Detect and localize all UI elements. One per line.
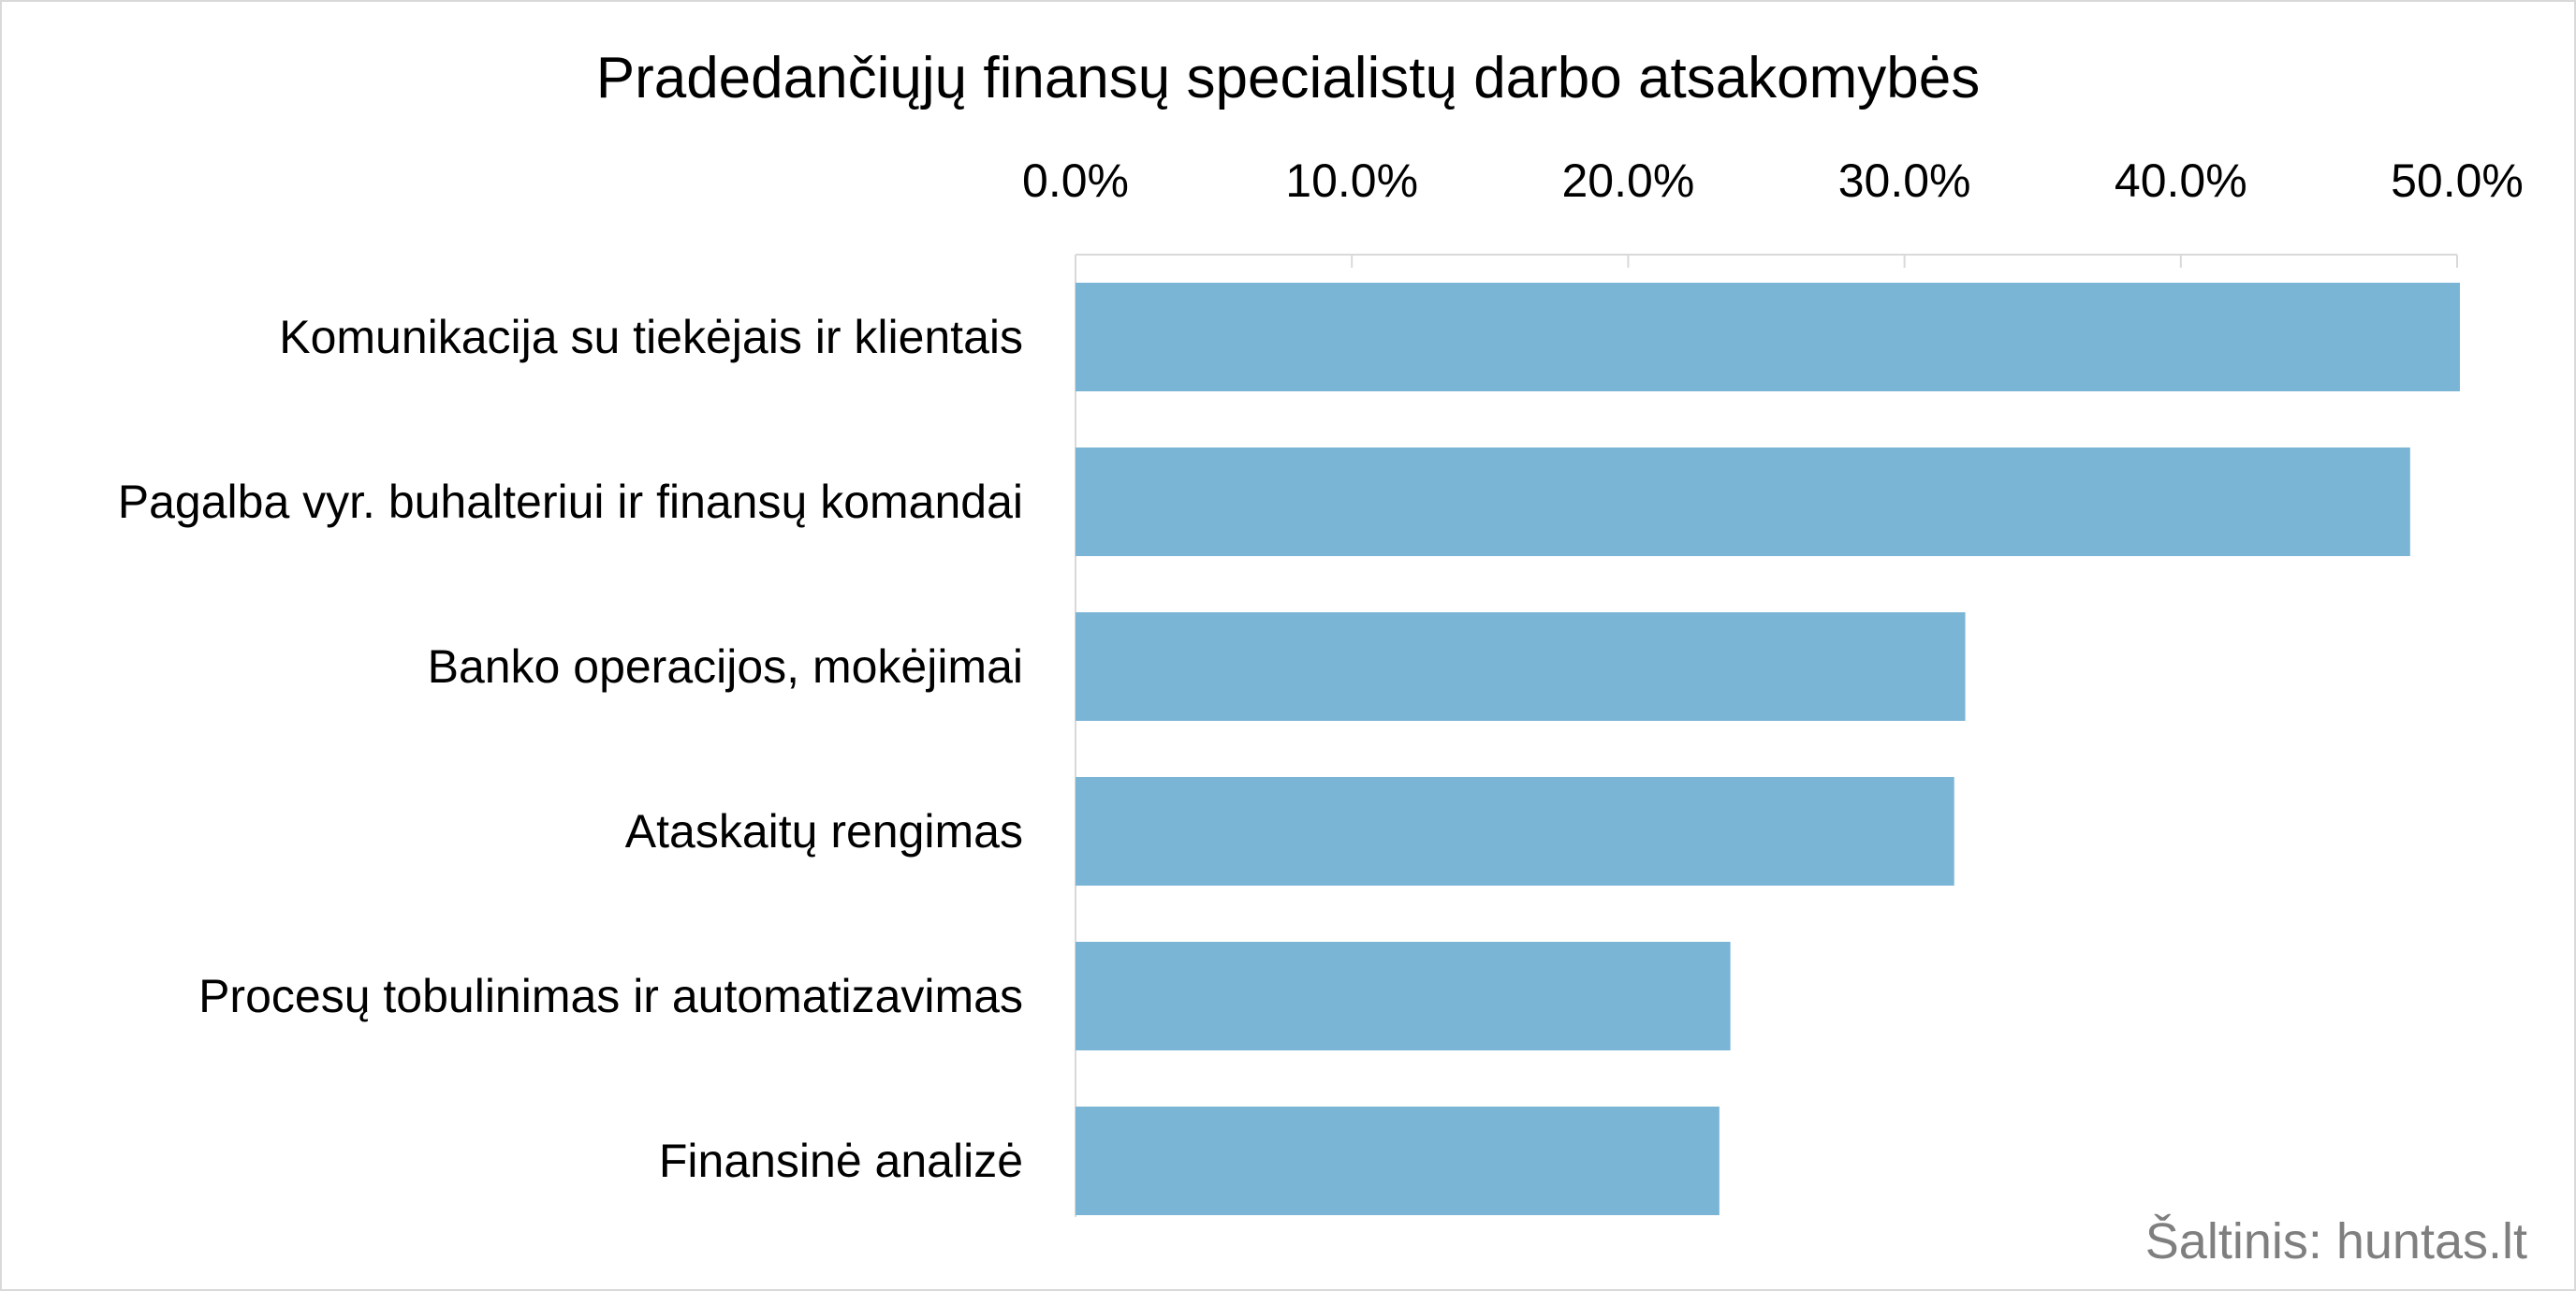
chart-title: Pradedančiųjų finansų specialistų darbo … <box>596 46 1981 110</box>
category-label: Banko operacijos, mokėjimai <box>428 640 1023 693</box>
bar <box>1076 612 1966 721</box>
x-tick-label: 30.0% <box>1838 154 1971 207</box>
category-label: Finansinė analizė <box>659 1135 1023 1187</box>
bar <box>1076 447 2410 556</box>
bar <box>1076 777 1954 886</box>
category-label: Pagalba vyr. buhalteriui ir finansų koma… <box>118 476 1023 528</box>
bar <box>1076 283 2460 391</box>
x-tick-label: 50.0% <box>2391 154 2524 207</box>
bar-series <box>1076 283 2460 1215</box>
x-tick-label: 0.0% <box>1022 154 1129 207</box>
category-label: Ataskaitų rengimas <box>625 805 1023 858</box>
x-tick-label: 20.0% <box>1562 154 1695 207</box>
bar <box>1076 1107 1720 1215</box>
bar <box>1076 942 1731 1050</box>
x-axis: 0.0% 10.0% 20.0% 30.0% 40.0% 50.0% <box>1022 154 2524 1217</box>
x-tick-label: 40.0% <box>2115 154 2247 207</box>
category-label: Procesų tobulinimas ir automatizavimas <box>198 970 1023 1022</box>
x-tick-label: 10.0% <box>1285 154 1418 207</box>
category-label: Komunikacija su tiekėjais ir klientais <box>279 311 1023 363</box>
source-note: Šaltinis: huntas.lt <box>2145 1213 2527 1269</box>
category-labels: Komunikacija su tiekėjais ir klientais Pa… <box>118 311 1023 1187</box>
